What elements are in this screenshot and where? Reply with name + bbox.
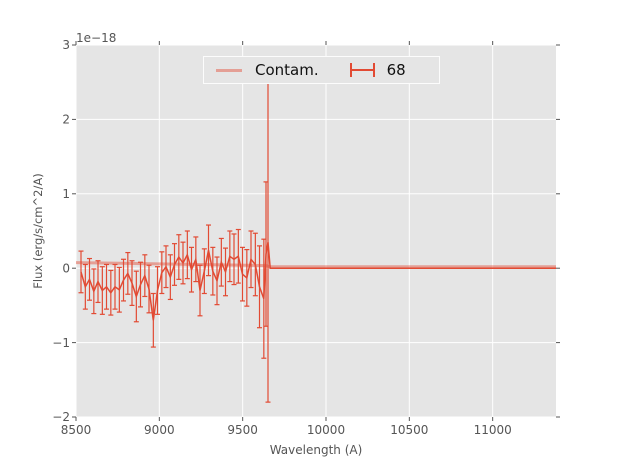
- x-tick-labels: 8500 9000 9500 10000 10500 11000: [61, 423, 512, 437]
- y-tick-label: −2: [52, 410, 70, 424]
- x-tick-label: 10500: [390, 423, 428, 437]
- x-tick-label: 9500: [227, 423, 258, 437]
- y-tick-label: 3: [62, 38, 70, 52]
- legend: Contam. 68: [203, 56, 440, 84]
- y-tick-label: 1: [62, 187, 70, 201]
- y-axis-offset-text: 1e−18: [76, 31, 117, 45]
- x-tick-label: 11000: [474, 423, 512, 437]
- contam-line-swatch: [216, 68, 242, 72]
- tick-marks: [72, 41, 560, 421]
- flux-line: [80, 242, 556, 321]
- x-tick-label: 8500: [61, 423, 92, 437]
- legend-label-68: 68: [386, 61, 406, 79]
- y-tick-label: −1: [52, 336, 70, 350]
- errorbar-legend-icon: [349, 63, 375, 77]
- contam-line: [75, 261, 556, 269]
- y-tick-label: 0: [62, 261, 70, 275]
- gridlines: [75, 44, 556, 418]
- x-tick-label: 9000: [144, 423, 175, 437]
- y-tick-label: 2: [62, 113, 70, 127]
- x-axis-label: Wavelength (A): [269, 443, 363, 457]
- plot-background: [76, 45, 556, 417]
- y-axis-label: Flux (erg/s/cm^2/A): [31, 173, 45, 289]
- x-tick-label: 10000: [307, 423, 345, 437]
- y-tick-labels: −2 −1 0 1 2 3: [52, 38, 70, 424]
- legend-label-contam: Contam.: [255, 61, 319, 79]
